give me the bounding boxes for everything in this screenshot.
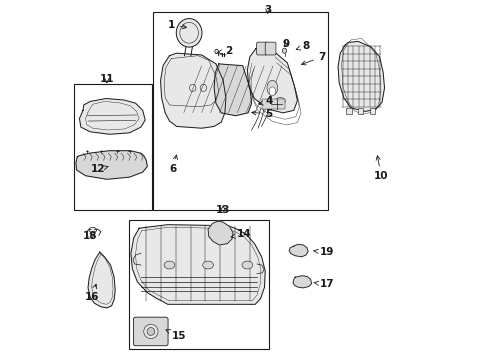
Ellipse shape (203, 261, 213, 269)
Text: 15: 15 (166, 330, 186, 342)
Text: 12: 12 (91, 164, 108, 174)
Polygon shape (160, 53, 225, 128)
Bar (74, 84, 152, 210)
Ellipse shape (176, 18, 202, 47)
Polygon shape (80, 99, 145, 134)
Ellipse shape (143, 324, 158, 339)
Polygon shape (337, 41, 384, 111)
Text: 10: 10 (373, 156, 388, 181)
Bar (129, 220, 268, 348)
FancyBboxPatch shape (133, 317, 168, 346)
Text: 19: 19 (313, 247, 333, 257)
Ellipse shape (242, 261, 252, 269)
Text: 7: 7 (301, 52, 325, 65)
Text: 1: 1 (167, 19, 186, 30)
Text: 4: 4 (258, 96, 273, 107)
Text: 17: 17 (313, 279, 333, 289)
Text: 6: 6 (169, 155, 177, 174)
Polygon shape (88, 252, 115, 308)
Bar (357, 108, 363, 113)
Bar (153, 12, 328, 210)
Ellipse shape (275, 98, 285, 105)
Bar (345, 108, 351, 113)
Ellipse shape (88, 227, 97, 233)
Text: 2: 2 (217, 46, 232, 56)
Polygon shape (76, 151, 147, 179)
Ellipse shape (147, 328, 155, 336)
Polygon shape (207, 221, 233, 245)
FancyBboxPatch shape (256, 42, 267, 55)
Text: 8: 8 (296, 41, 309, 51)
Ellipse shape (282, 48, 286, 53)
Text: 9: 9 (282, 39, 289, 49)
Polygon shape (247, 49, 297, 113)
Bar (261, 99, 285, 109)
Text: 3: 3 (264, 5, 271, 15)
Polygon shape (292, 276, 311, 288)
Bar (369, 108, 374, 113)
Text: 13: 13 (215, 204, 230, 215)
Text: 5: 5 (251, 109, 271, 119)
Polygon shape (131, 225, 264, 304)
Polygon shape (288, 244, 307, 257)
Ellipse shape (214, 49, 218, 54)
Text: 11: 11 (100, 74, 114, 84)
Ellipse shape (268, 87, 275, 96)
Ellipse shape (164, 261, 175, 269)
FancyBboxPatch shape (264, 42, 275, 55)
Text: 14: 14 (231, 229, 251, 239)
Text: 18: 18 (83, 231, 97, 242)
Polygon shape (214, 64, 251, 116)
Ellipse shape (266, 80, 277, 95)
Text: 16: 16 (84, 284, 99, 302)
